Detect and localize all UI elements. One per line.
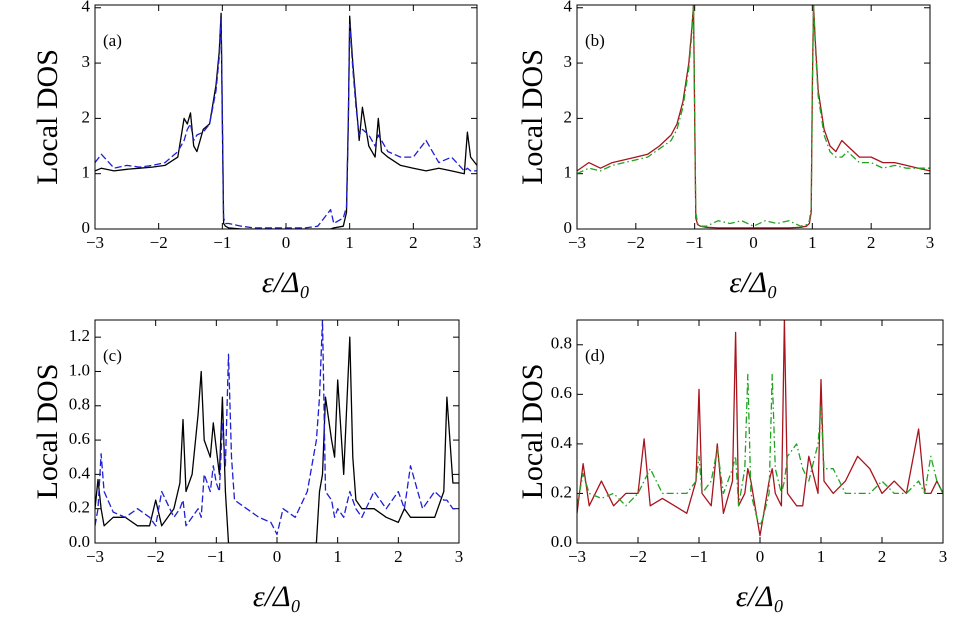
data-line [95,18,477,229]
x-tick-label: −1 [690,547,708,566]
x-tick-label: 0 [756,547,765,566]
y-tick-label: 0 [564,218,573,237]
data-line [95,320,459,536]
y-tick-label: 0.8 [551,334,572,353]
panel-label: (a) [103,31,122,50]
x-tick-label: 3 [473,233,482,252]
y-tick-label: 0.4 [551,433,573,452]
x-tick-label: −3 [568,547,586,566]
x-tick-label: 1 [333,547,342,566]
y-tick-label: 3 [82,52,91,71]
y-tick-label: 4 [564,0,573,16]
x-tick-label: 0 [273,547,282,566]
x-tick-label: −3 [86,547,104,566]
x-tick-label: 1 [345,233,354,252]
x-axis-label: ε/Δ₀ [736,580,784,613]
panel: −3 −2 −1 0 1 2 3 0.0 0.2 0.4 0.6 0.8 (d) ε/Δ₀ Local DO… [516,319,948,613]
y-tick-label: 1.0 [69,360,90,379]
y-tick-label: 3 [564,52,573,71]
data-line [577,5,930,227]
x-tick-label: −2 [150,233,168,252]
y-tick-label: 2 [564,107,573,126]
plot-frame [576,319,944,544]
panel: −3 −2 −1 0 1 2 3 0.0 0.2 0.4 0.6 0.8 1.0 1.2 (c) ε/Δ₀ Lo… [31,319,464,613]
data-line [577,320,943,537]
y-tick-label: 1.2 [69,326,90,345]
y-tick-label: 1 [82,163,91,182]
x-axis-label: ε/Δ₀ [729,266,777,299]
data-line [577,373,943,527]
y-tick-label: 0.6 [551,383,572,402]
y-axis-label: Local DOS [516,49,549,185]
x-tick-label: −2 [627,233,645,252]
x-tick-label: 3 [939,547,948,566]
panel: −3 −2 −1 0 1 2 3 0 1 2 3 4 (b) ε/Δ₀ Local DOS [516,0,934,299]
panel-label: (d) [585,346,605,365]
x-tick-label: 0 [282,233,291,252]
y-tick-label: 4 [82,0,91,16]
x-tick-label: −3 [86,233,104,252]
x-axis-label: ε/Δ₀ [262,266,310,299]
y-tick-label: 0.2 [551,482,572,501]
x-tick-label: 2 [867,233,876,252]
y-tick-label: 0 [82,218,91,237]
x-tick-label: −1 [207,547,225,566]
y-tick-label: 0.0 [551,532,572,551]
x-tick-label: 2 [878,547,887,566]
y-tick-label: 1 [564,163,573,182]
panel-label: (b) [585,31,605,50]
x-tick-label: −2 [629,547,647,566]
panel-label: (c) [103,346,122,365]
data-line [577,5,930,229]
x-tick-label: 1 [808,233,817,252]
plot-frame [94,319,460,544]
y-axis-label: Local DOS [31,364,64,500]
y-tick-label: 0.2 [69,498,90,517]
x-tick-label: −1 [686,233,704,252]
x-axis-label: ε/Δ₀ [253,580,301,613]
x-tick-label: −2 [147,547,165,566]
data-line [95,12,477,229]
y-tick-label: 0.0 [69,532,90,551]
x-tick-label: −3 [568,233,586,252]
y-tick-label: 0.8 [69,395,90,414]
y-tick-label: 0.4 [69,463,91,482]
y-tick-label: 0.6 [69,429,90,448]
x-tick-label: 2 [409,233,418,252]
x-tick-label: 3 [926,233,935,252]
data-line [95,336,459,543]
x-tick-label: 2 [394,547,403,566]
y-axis-label: Local DOS [31,49,64,185]
x-tick-label: 3 [455,547,464,566]
y-axis-label: Local DOS [516,364,549,500]
panel: −3 −2 −1 0 1 2 3 0 1 2 3 4 (a) ε/Δ₀ Local DOS [31,0,481,299]
y-tick-label: 2 [82,107,91,126]
x-tick-label: −1 [213,233,231,252]
plot-frame [94,4,478,230]
x-tick-label: 0 [749,233,758,252]
plot-frame [576,4,931,230]
x-tick-label: 1 [817,547,826,566]
